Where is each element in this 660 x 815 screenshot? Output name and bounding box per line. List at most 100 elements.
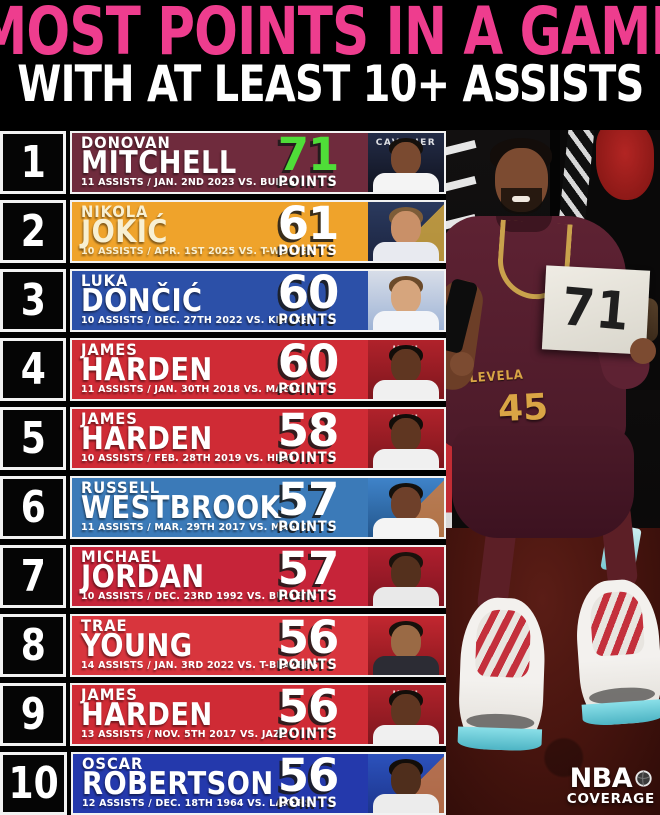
player-last-name: YOUNG xyxy=(81,628,193,664)
player-last-name: WESTBROOK xyxy=(81,490,282,526)
player-last-name: MITCHELL xyxy=(81,145,237,181)
points-block: 56 POINTS xyxy=(256,752,360,811)
player-headshot xyxy=(368,271,444,330)
player-name-block: DONOVAN MITCHELL 11 ASSISTS / JAN. 2ND 2… xyxy=(81,135,306,189)
game-detail: 10 ASSISTS / APR. 1ST 2025 VS. T-WOLVES xyxy=(81,246,315,257)
points-value: 56 xyxy=(277,683,340,733)
player-last-name: HARDEN xyxy=(81,697,213,733)
ranking-row-5: 5 JAMES HARDEN 10 ASSISTS / FEB. 28TH 20… xyxy=(0,407,446,470)
points-block: 57 POINTS xyxy=(256,476,360,535)
player-bar: NIKOLA JOKIĆ 10 ASSISTS / APR. 1ST 2025 … xyxy=(70,200,446,263)
headshot-face xyxy=(391,142,421,176)
player-headshot: HOU xyxy=(368,340,444,399)
rank-badge: 4 xyxy=(0,338,66,401)
player-first-name: LUKA xyxy=(81,271,129,290)
headshot-face xyxy=(391,763,421,797)
player-last-name: ROBERTSON xyxy=(82,766,274,802)
mitchell-right-hand xyxy=(630,338,656,364)
brand-line1: NBA xyxy=(567,765,655,792)
points-label: POINTS xyxy=(278,381,338,398)
game-detail: 13 ASSISTS / NOV. 5TH 2017 VS. JAZZ xyxy=(81,729,288,740)
game-detail: 10 ASSISTS / DEC. 23RD 1992 VS. BULLETS xyxy=(81,591,318,602)
points-value: 57 xyxy=(277,545,340,595)
rank-badge: 7 xyxy=(0,545,66,608)
player-headshot: CAVALIER xyxy=(368,133,444,192)
jersey-neckline xyxy=(496,216,552,232)
page-title: MOST POINTS IN A GAME xyxy=(0,0,660,70)
page-subtitle: WITH AT LEAST 10+ ASSISTS xyxy=(16,54,644,113)
red-laces xyxy=(588,589,646,657)
mitchell-shorts xyxy=(452,426,634,538)
rank-number: 5 xyxy=(20,412,46,464)
shelf-slat xyxy=(446,140,477,156)
player-first-name: NIKOLA xyxy=(81,202,149,221)
jersey-number: 45 xyxy=(496,386,550,431)
headshot-jersey xyxy=(373,173,439,192)
player-bar: LUKA DONČIĆ 10 ASSISTS / DEC. 27TH 2022 … xyxy=(70,269,446,332)
points-value: 60 xyxy=(277,338,340,388)
headshot-jersey xyxy=(373,242,439,261)
player-headshot: HOU xyxy=(368,685,444,744)
shelf-slat xyxy=(446,176,477,192)
player-headshot xyxy=(368,754,444,813)
player-name-block: JAMES HARDEN 10 ASSISTS / FEB. 28TH 2019… xyxy=(81,411,307,465)
brand-coverage-text: COVERAGE xyxy=(566,791,655,808)
player-bar: TRAE YOUNG 14 ASSISTS / JAN. 3RD 2022 VS… xyxy=(70,614,446,677)
headshot-jersey xyxy=(373,449,439,468)
player-name-block: OSCAR ROBERTSON 12 ASSISTS / DEC. 18TH 1… xyxy=(82,756,324,810)
player-name-block: RUSSELL WESTBROOK 11 ASSISTS / MAR. 29TH… xyxy=(81,480,319,534)
points-value: 60 xyxy=(277,269,340,319)
rank-number: 2 xyxy=(20,205,46,257)
points-label: POINTS xyxy=(278,726,338,743)
player-first-name: OSCAR xyxy=(82,754,144,773)
rank-number: 4 xyxy=(20,343,46,395)
rank-badge: 6 xyxy=(0,476,66,539)
rank-badge: 8 xyxy=(0,614,66,677)
game-detail: 11 ASSISTS / JAN. 30TH 2018 VS. MAGIC xyxy=(81,384,302,395)
ranking-row-7: 7 MICHAEL JORDAN 10 ASSISTS / DEC. 23RD … xyxy=(0,545,446,608)
player-name-block: MICHAEL JORDAN 10 ASSISTS / DEC. 23RD 19… xyxy=(81,549,329,603)
ranking-row-4: 4 JAMES HARDEN 11 ASSISTS / JAN. 30TH 20… xyxy=(0,338,446,401)
ranking-row-6: 6 RUSSELL WESTBROOK 11 ASSISTS / MAR. 29… xyxy=(0,476,446,539)
ranking-list: 1 DONOVAN MITCHELL 11 ASSISTS / JAN. 2ND… xyxy=(0,131,446,815)
nba-coverage-logo: NBA COVERAGE xyxy=(567,765,655,807)
rank-badge: 9 xyxy=(0,683,66,746)
player-name-block: JAMES HARDEN 13 ASSISTS / NOV. 5TH 2017 … xyxy=(81,687,298,741)
player-first-name: JAMES xyxy=(81,340,138,359)
player-bar: RUSSELL WESTBROOK 11 ASSISTS / MAR. 29TH… xyxy=(70,476,446,539)
rank-badge: 2 xyxy=(0,200,66,263)
points-block: 56 POINTS xyxy=(256,683,360,743)
player-first-name: MICHAEL xyxy=(81,547,162,566)
headshot-face xyxy=(391,556,421,590)
game-detail: 11 ASSISTS / MAR. 29TH 2017 VS. MAGIC xyxy=(81,522,308,533)
points-value: 56 xyxy=(277,752,340,802)
headshot-face xyxy=(391,211,421,245)
basketball-icon xyxy=(635,770,652,787)
headshot-face xyxy=(391,694,421,728)
player-name-block: TRAE YOUNG 14 ASSISTS / JAN. 3RD 2022 VS… xyxy=(81,618,331,672)
game-detail: 10 ASSISTS / DEC. 27TH 2022 VS. KNICKS xyxy=(81,315,310,326)
player-headshot: HOU xyxy=(368,409,444,468)
points-value: 61 xyxy=(277,200,340,250)
teal-sole xyxy=(457,726,543,752)
player-bar: JAMES HARDEN 13 ASSISTS / NOV. 5TH 2017 … xyxy=(70,683,446,746)
points-block: 56 POINTS xyxy=(256,616,360,673)
headshot-jersey xyxy=(373,587,439,606)
rank-number: 7 xyxy=(20,550,46,602)
player-last-name: JORDAN xyxy=(81,559,205,595)
rank-number: 3 xyxy=(20,274,46,326)
points-value: 57 xyxy=(277,476,340,526)
headshot-jersey xyxy=(373,725,439,744)
player-bar: MICHAEL JORDAN 10 ASSISTS / DEC. 23RD 19… xyxy=(70,545,446,608)
headshot-face xyxy=(391,349,421,383)
points-value: 58 xyxy=(277,407,340,457)
locker-room-photo: CLEVELA 45 71 NBA xyxy=(446,130,660,815)
player-first-name: TRAE xyxy=(81,616,128,635)
ranking-row-3: 3 LUKA DONČIĆ 10 ASSISTS / DEC. 27TH 202… xyxy=(0,269,446,332)
player-first-name: JAMES xyxy=(81,685,138,704)
points-block: 71 POINTS xyxy=(256,133,360,190)
player-first-name: RUSSELL xyxy=(81,478,161,497)
player-first-name: JAMES xyxy=(81,409,138,428)
headshot-jersey xyxy=(373,656,439,675)
